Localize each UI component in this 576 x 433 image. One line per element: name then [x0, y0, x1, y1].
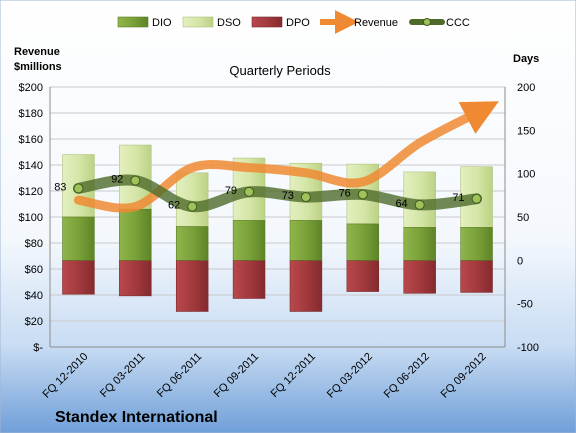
left-tick-label: $20 — [25, 316, 43, 328]
left-tick-label: $60 — [25, 264, 43, 276]
legend-label-dso: DSO — [217, 17, 241, 29]
bar-dpo — [232, 260, 266, 299]
ccc-data-label: 79 — [225, 185, 237, 197]
chart-title: Quarterly Periods — [229, 63, 331, 78]
bar-dpo — [175, 260, 209, 312]
legend-marker-ccc — [423, 18, 431, 26]
bar-dio — [346, 223, 380, 261]
bar-dio — [460, 227, 493, 261]
revenue-line — [73, 101, 499, 213]
company-name: Standex International — [55, 409, 218, 426]
ccc-data-label: 64 — [395, 198, 407, 210]
bar-dio — [175, 226, 209, 261]
ccc-point — [187, 201, 198, 212]
lines-layer: 83 92 62 79 73 76 64 71 — [54, 101, 499, 213]
bar-dpo — [403, 260, 436, 294]
ccc-data-label: 71 — [452, 192, 464, 204]
legend-swatch-dio — [117, 16, 149, 28]
right-axis-title: Days — [513, 53, 539, 65]
ccc-line — [72, 174, 483, 213]
ccc-data-label: 92 — [111, 174, 123, 186]
ccc-data-label: 76 — [339, 187, 351, 199]
ccc-point — [300, 192, 311, 203]
right-tick-label: 200 — [517, 82, 535, 94]
ccc-point — [73, 183, 84, 194]
bar-dpo — [289, 260, 323, 312]
right-tick-label: 0 — [517, 255, 523, 267]
bar-dpo — [62, 260, 95, 295]
bar-dpo — [119, 260, 152, 297]
left-tick-label: $180 — [19, 108, 43, 120]
bar-dio — [232, 220, 266, 261]
left-axis-title-line2: $millions — [14, 61, 62, 73]
bar-dio — [119, 208, 152, 261]
bar-dio — [289, 220, 323, 261]
right-tick-label: -100 — [517, 342, 539, 354]
ccc-data-label: 73 — [282, 190, 294, 202]
left-tick-label: $140 — [19, 160, 43, 172]
left-axis-title-line1: Revenue — [14, 46, 60, 58]
bar-dio — [62, 216, 95, 261]
ccc-point — [414, 199, 425, 210]
legend-swatch-dpo — [251, 16, 283, 28]
right-tick-label: 150 — [517, 125, 535, 137]
right-tick-label: 100 — [517, 169, 535, 181]
ccc-point — [130, 175, 141, 186]
ccc-point — [357, 189, 368, 200]
ccc-data-label: 62 — [168, 200, 180, 212]
left-tick-label: $100 — [19, 212, 43, 224]
left-tick-label: $200 — [19, 82, 43, 94]
bar-dpo — [346, 260, 380, 292]
left-tick-label: $120 — [19, 186, 43, 198]
left-tick-label: $80 — [25, 238, 43, 250]
bar-dpo — [460, 260, 493, 293]
right-tick-label: -50 — [517, 299, 533, 311]
legend-swatch-dso — [182, 16, 214, 28]
left-tick-label: $40 — [25, 290, 43, 302]
right-tick-label: 50 — [517, 212, 529, 224]
left-tick-label: $160 — [19, 134, 43, 146]
legend: DIO DSO DPO Revenue CCC — [117, 10, 470, 34]
legend-label-ccc: CCC — [446, 17, 470, 29]
left-tick-label: $- — [33, 342, 43, 354]
bar-dio — [403, 227, 436, 261]
legend-label-dpo: DPO — [286, 17, 310, 29]
ccc-point — [244, 186, 255, 197]
ccc-data-label: 83 — [54, 181, 66, 193]
legend-label-revenue: Revenue — [354, 17, 398, 29]
legend-label-dio: DIO — [152, 17, 172, 29]
ccc-point — [471, 193, 482, 204]
